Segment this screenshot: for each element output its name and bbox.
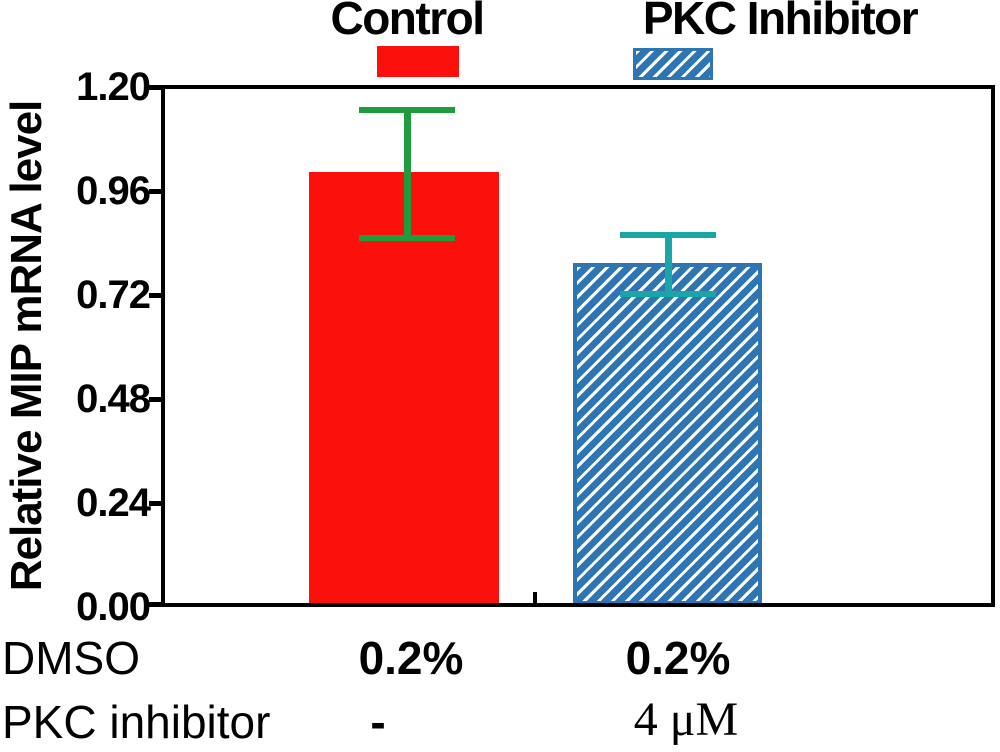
error-bar-control-line [404,107,411,241]
y-tick-label-1-20: 1.20 [76,65,151,109]
x-tick-mark [533,592,537,605]
y-tick-label-0-48: 0.48 [76,377,151,421]
error-bar-pkc-line [665,232,672,297]
condition-value-pkc-control: - [370,696,386,748]
y-tick-label-0-72: 0.72 [76,273,151,317]
y-tick-label-0-24: 0.24 [76,481,151,525]
error-bar-pkc-cap-top [620,232,716,238]
legend-label-control: Control [330,0,485,44]
legend-label-pkc-inhibitor: PKC Inhibitor [642,0,919,44]
legend-swatch-pkc-inhibitor [633,48,713,80]
y-tick-mark [149,189,165,194]
condition-value-dmso-inhibitor: 0.2% [625,632,731,684]
y-tick-mark [149,397,165,402]
y-tick-label-0-00: 0.00 [76,585,151,629]
error-bar-control-cap-top [359,107,455,113]
y-tick-label-0-96: 0.96 [76,169,151,213]
y-tick-mark [149,85,165,90]
condition-value-dmso-control: 0.2% [358,632,464,684]
y-tick-mark [149,293,165,298]
bar-control [309,172,499,605]
y-tick-mark [149,602,165,607]
error-bar-pkc-cap-bottom [620,291,716,297]
condition-value-pkc-inhibitor: 4 μM [633,693,739,746]
condition-row-label-pkc-inhibitor: PKC inhibitor [2,696,271,748]
y-axis-title: Relative MIP mRNA level [2,100,51,592]
y-tick-mark [149,501,165,506]
error-bar-control-cap-bottom [359,235,455,241]
legend-swatch-control [377,46,459,77]
bar-pkc-inhibitor [573,263,762,605]
condition-row-label-dmso: DMSO [2,632,140,684]
